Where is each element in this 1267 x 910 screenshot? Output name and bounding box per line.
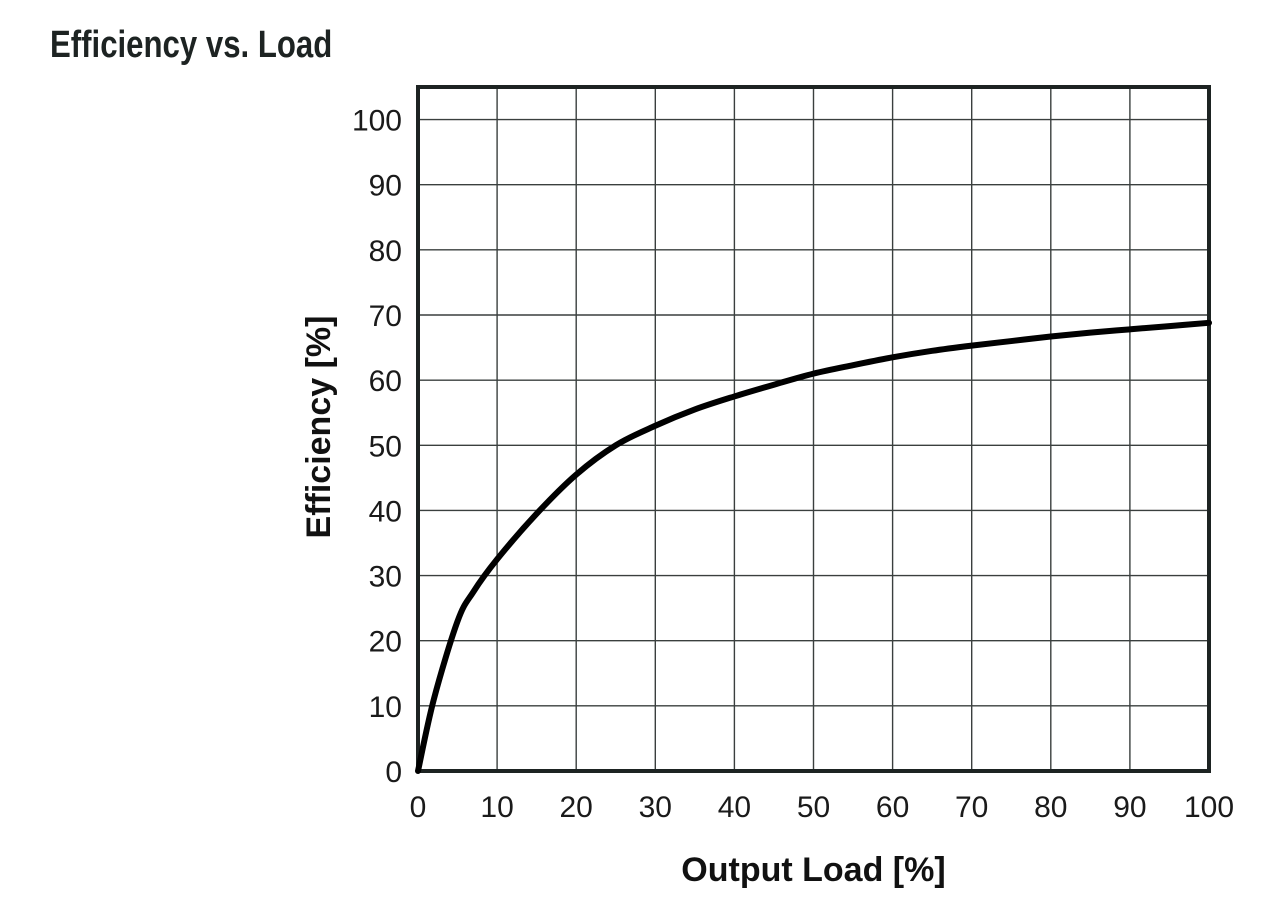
plot-frame [416, 85, 1211, 773]
y-tick-label: 20 [369, 626, 402, 659]
y-tick-label: 80 [369, 235, 402, 268]
series-line-0 [415, 319, 1212, 774]
x-tick-label: 10 [480, 791, 513, 824]
x-tick-label: 90 [1113, 791, 1146, 824]
x-tick-label: 100 [1184, 791, 1234, 824]
x-tick-label: 70 [955, 791, 988, 824]
y-tick-label: 10 [369, 691, 402, 724]
y-tick-label: 50 [369, 430, 402, 463]
y-tick-label: 0 [385, 756, 402, 789]
x-tick-label: 0 [410, 791, 427, 824]
x-tick-labels: 0 10 20 30 40 50 60 70 80 90 100 [410, 791, 1234, 824]
x-tick-label: 40 [718, 791, 751, 824]
y-tick-label: 30 [369, 561, 402, 594]
y-tick-label: 40 [369, 495, 402, 528]
x-tick-label: 50 [797, 791, 830, 824]
y-tick-label: 70 [369, 300, 402, 333]
y-axis-label: Efficiency [%] [300, 316, 338, 539]
chart-title: Efficiency vs. Load [50, 24, 333, 66]
y-tick-label: 60 [369, 365, 402, 398]
grid [418, 87, 1209, 771]
y-tick-label: 90 [369, 170, 402, 203]
x-tick-label: 80 [1034, 791, 1067, 824]
x-tick-label: 20 [560, 791, 593, 824]
y-tick-labels: 0 10 20 30 40 50 60 70 80 90 100 [352, 105, 402, 789]
x-tick-label: 60 [876, 791, 909, 824]
x-axis-label: Output Load [%] [681, 851, 945, 889]
series-layer [415, 319, 1212, 774]
x-tick-label: 30 [639, 791, 672, 824]
y-tick-label: 100 [352, 105, 402, 138]
